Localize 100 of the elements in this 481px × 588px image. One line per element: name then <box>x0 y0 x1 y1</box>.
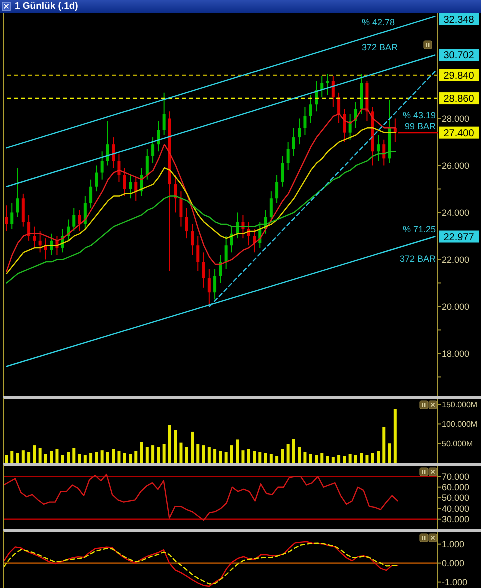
bar <box>123 453 126 463</box>
bar <box>326 456 330 463</box>
y-tick-label: 30.000 <box>442 514 470 525</box>
bar <box>292 439 296 463</box>
candlestick <box>281 156 284 188</box>
bar <box>394 409 397 463</box>
candlestick <box>196 236 200 272</box>
y-tick-label: 0.000 <box>442 558 465 569</box>
data-label: 32.348 <box>444 15 475 26</box>
candlestick <box>16 168 20 218</box>
candlestick <box>50 233 54 256</box>
candlestick <box>304 106 307 136</box>
bar <box>196 444 200 463</box>
bar <box>61 455 64 463</box>
bar <box>253 451 256 463</box>
bar <box>258 452 262 463</box>
candlestick <box>134 176 138 202</box>
candlestick <box>191 224 194 256</box>
candlestick <box>5 205 8 232</box>
candlestick <box>332 76 335 108</box>
candlestick <box>112 137 116 169</box>
bar <box>44 454 48 463</box>
bar <box>247 449 250 463</box>
bar <box>191 432 194 463</box>
bar <box>298 447 302 463</box>
bar <box>90 453 93 463</box>
y-tick-label: 50.000 <box>442 493 470 504</box>
candlestick <box>106 120 110 166</box>
annotation: % 71.25 <box>402 224 436 234</box>
annotation: 372 BAR <box>362 42 399 52</box>
bar <box>22 450 25 463</box>
bar <box>286 444 290 463</box>
candlestick <box>28 214 31 242</box>
candlestick <box>72 208 76 232</box>
candlestick <box>343 108 346 143</box>
candlestick <box>292 128 296 157</box>
bar <box>106 452 110 463</box>
bar <box>371 453 374 463</box>
bar <box>202 446 206 463</box>
y-tick-label: 60.000 <box>442 482 470 493</box>
bar <box>208 447 211 463</box>
annotation: % 42.78 <box>362 18 396 28</box>
bar <box>219 451 222 463</box>
candlestick <box>78 210 82 232</box>
ref-line-label: 29.840 <box>444 71 475 82</box>
candlestick <box>338 92 341 124</box>
bar <box>270 454 273 463</box>
candlestick <box>118 153 121 183</box>
bar <box>315 455 318 463</box>
bar <box>264 453 268 463</box>
y-tick-label: 40.000 <box>442 504 470 514</box>
bar <box>354 455 358 463</box>
bar <box>224 452 228 463</box>
text: 27.400 <box>444 128 474 140</box>
bar <box>67 452 70 463</box>
bar <box>348 454 352 463</box>
y-tick-label: 28.000 <box>442 114 470 124</box>
candlestick <box>162 92 166 136</box>
bar <box>366 455 369 463</box>
bar <box>304 452 307 463</box>
candlestick <box>253 228 256 254</box>
bar <box>332 457 335 463</box>
bar <box>33 446 36 463</box>
bar <box>78 454 82 463</box>
bar <box>309 454 312 463</box>
candlestick <box>84 196 87 230</box>
y-tick-label: 18.000 <box>442 348 470 359</box>
candlestick <box>377 134 380 162</box>
bar <box>129 454 132 463</box>
y-tick-label: 100.000M <box>442 420 478 430</box>
bar <box>236 440 240 463</box>
bar <box>95 452 98 463</box>
bar <box>343 456 346 463</box>
y-tick-label: 70.000 <box>442 472 470 482</box>
bar <box>146 447 149 463</box>
candlestick <box>270 191 273 223</box>
line-series <box>4 474 399 522</box>
annotation: 99 BAR <box>404 121 436 132</box>
bar <box>281 449 284 463</box>
annotation: % 43.19 <box>402 110 436 120</box>
candlestick <box>123 168 126 197</box>
bar <box>185 447 188 463</box>
chart-title: 1 Günlük (.1d) <box>15 0 78 13</box>
data-label: 22.977 <box>444 232 475 244</box>
bar <box>388 444 392 463</box>
candlestick <box>152 137 155 164</box>
candlestick <box>10 202 14 230</box>
y-tick-label: 22.000 <box>442 254 470 265</box>
y-tick-label: 26.000 <box>442 160 470 171</box>
candlestick <box>208 268 211 308</box>
bar <box>230 446 234 463</box>
bar <box>56 449 59 463</box>
bar <box>72 448 76 463</box>
candlestick <box>185 208 188 240</box>
bar <box>276 456 279 463</box>
candlestick <box>33 226 36 248</box>
candlestick <box>219 254 222 284</box>
bar <box>242 450 245 463</box>
bar <box>38 448 42 463</box>
candlestick <box>224 236 228 270</box>
